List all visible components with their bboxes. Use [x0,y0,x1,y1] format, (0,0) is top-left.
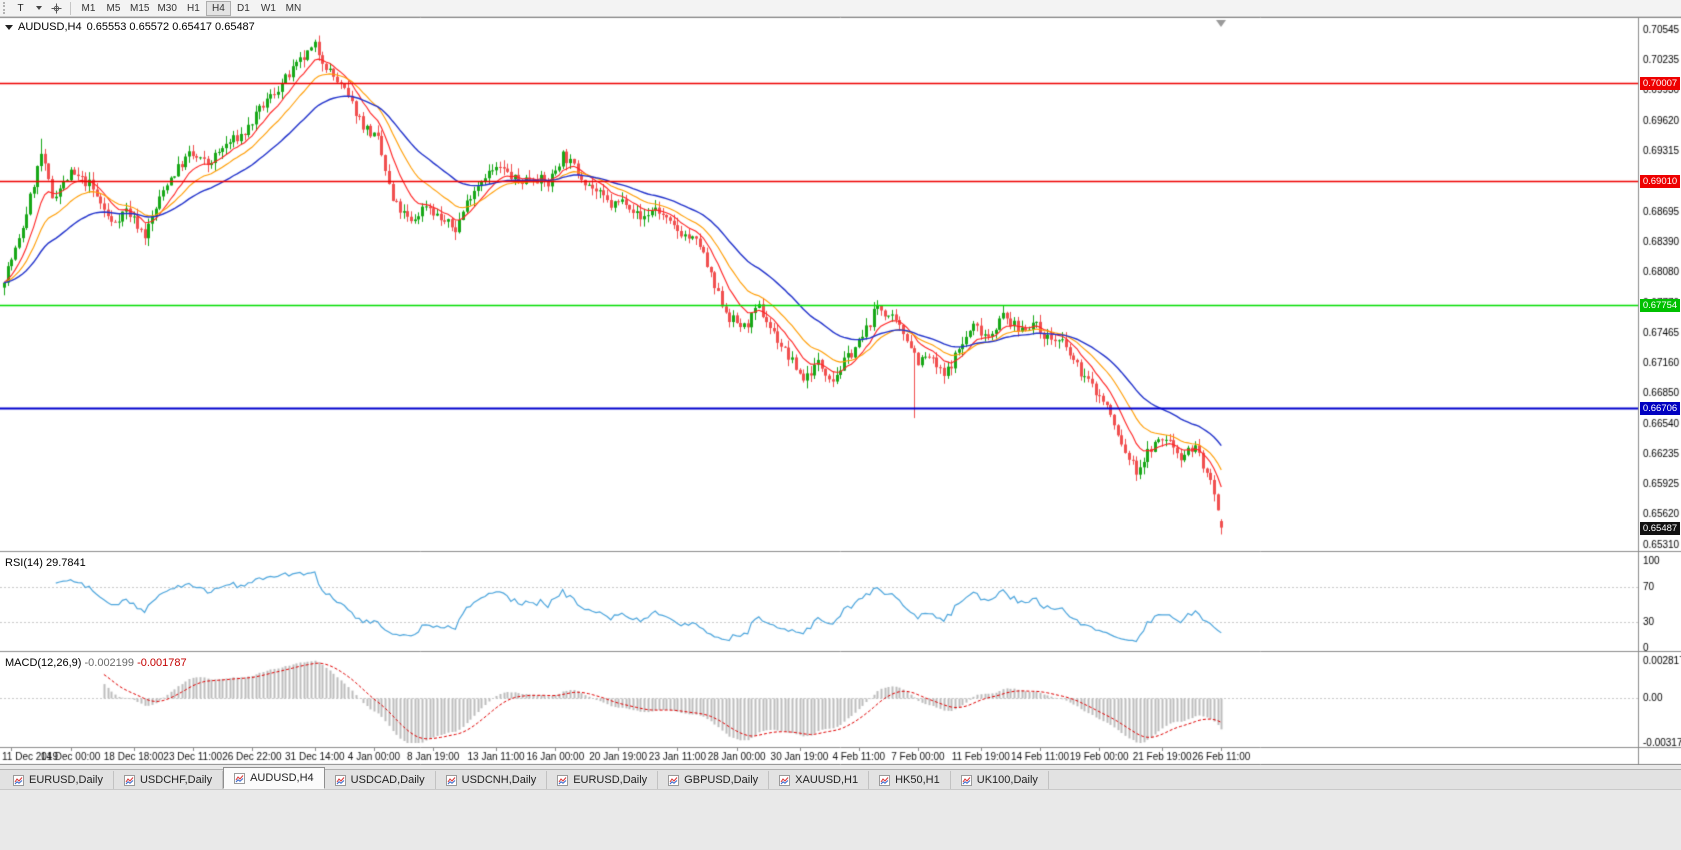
tab-usdcad-daily[interactable]: USDCAD,Daily [325,771,436,789]
tab-xauusd-h1[interactable]: XAUUSD,H1 [769,771,870,789]
tab-label: AUDUSD,H4 [250,772,314,784]
tab-chart-icon [668,774,680,786]
tab-label: USDCHF,Daily [139,774,213,786]
chart-tabbar: EURUSD,Daily USDCHF,Daily AUDUSD,H4 USDCAD,… [0,767,1681,790]
tab-chart-icon [779,774,791,786]
timeframe-button-m15[interactable]: M15 [126,1,153,16]
macd-name: MACD(12,26,9) [5,657,82,669]
chart-window: AUDUSD,H4 0.65553 0.65572 0.65417 0.6548… [0,17,1681,765]
tab-chart-icon [123,774,135,786]
tab-chart-icon [334,774,346,786]
rsi-current-value: 29.7841 [45,557,86,569]
timeframe-button-h4[interactable]: H4 [205,0,231,16]
hline-price-badge: 0.70007 [1640,76,1680,90]
tab-label: UK100,Daily [976,774,1038,786]
toolbar-drag-handle[interactable] [3,2,8,14]
timeframe-button-m5[interactable]: M5 [101,1,126,16]
chart-symbol-period: AUDUSD,H4 [18,21,82,33]
timeframe-group: M1 M5 M15 M30 H1 H4 D1 W1 MN [76,0,306,16]
crosshair-tool-icon [51,3,62,14]
tab-chart-icon [13,774,24,786]
tab-chart-icon [234,772,246,784]
main-chart-canvas[interactable] [0,17,1681,765]
text-tool-dropdown-button[interactable] [30,1,47,16]
current-price-badge: 0.65487 [1640,521,1680,535]
hline-price-badge: 0.67754 [1640,298,1680,312]
tab-hk50-h1[interactable]: HK50,H1 [869,771,951,789]
crosshair-tool-button[interactable] [48,1,65,16]
tab-uk100-daily[interactable]: UK100,Daily [951,771,1049,789]
macd-signal-value: -0.001787 [137,657,187,669]
chart-collapse-icon[interactable] [5,24,13,30]
tab-chart-icon [445,774,457,786]
tab-usdchf-daily[interactable]: USDCHF,Daily [114,771,224,789]
tab-usdcnh-daily[interactable]: USDCNH,Daily [436,771,548,789]
timeframe-button-mn[interactable]: MN [281,1,306,16]
rsi-name: RSI(14) [5,557,43,569]
tab-chart-icon [557,774,569,786]
toolbar-separator [70,1,71,15]
macd-indicator-label: MACD(12,26,9) -0.002199 -0.001787 [5,657,187,669]
hline-price-badge: 0.66706 [1640,401,1680,415]
tab-label: GBPUSD,Daily [684,774,759,786]
top-toolbar: T M1 M5 M15 M30 H1 H4 D1 W1 MN [0,0,1681,17]
caret-down-icon [35,6,42,10]
text-tool-button[interactable]: T [12,1,29,16]
tab-label: HK50,H1 [895,774,940,786]
macd-main-value: -0.002199 [84,657,135,669]
chart-ohlc-values: 0.65553 0.65572 0.65417 0.65487 [86,21,255,33]
hline-price-badge: 0.69010 [1640,175,1680,188]
tab-label: EURUSD,Daily [573,774,648,786]
timeframe-button-h1[interactable]: H1 [181,1,206,16]
tab-label: USDCAD,Daily [350,774,425,786]
tab-label: XAUUSD,H1 [795,774,859,786]
tab-chart-icon [879,774,891,786]
mt4-window: T M1 M5 M15 M30 H1 H4 D1 W1 MN AUDUSD,H4 0.65553… [0,0,1681,790]
tab-label: USDCNH,Daily [461,774,537,786]
timeframe-button-d1[interactable]: D1 [231,1,256,16]
tab-label: EURUSD,Daily [29,774,103,786]
rsi-indicator-label: RSI(14) 29.7841 [5,557,86,569]
tab-chart-icon [960,774,972,786]
timeframe-button-w1[interactable]: W1 [256,1,281,16]
tab-audusd-h4[interactable]: AUDUSD,H4 [223,767,325,789]
tab-eurusd-daily[interactable]: EURUSD,Daily [3,771,114,789]
timeframe-button-m1[interactable]: M1 [76,1,101,16]
tab-gbpusd-daily[interactable]: GBPUSD,Daily [658,771,770,789]
timeframe-button-m30[interactable]: M30 [153,1,180,16]
chart-title: AUDUSD,H4 0.65553 0.65572 0.65417 0.6548… [5,21,255,33]
tab-eurusd-daily[interactable]: EURUSD,Daily [547,771,659,789]
